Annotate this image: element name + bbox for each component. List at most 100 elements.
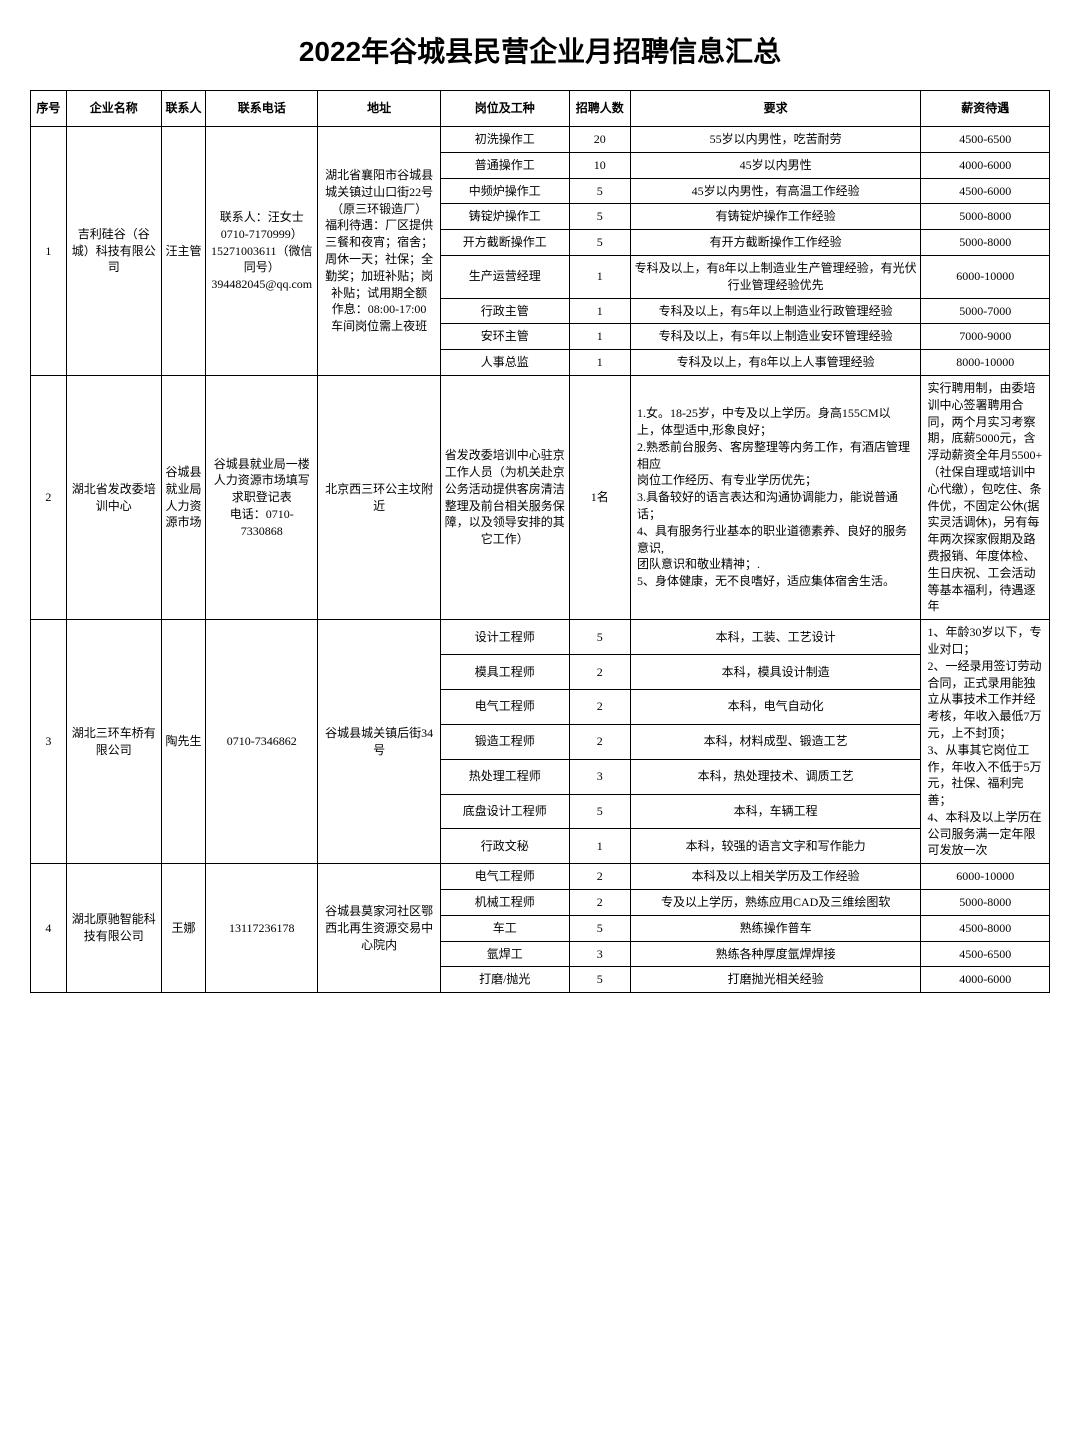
cell-count: 5 [569, 915, 630, 941]
table-row: 4湖北原驰智能科技有限公司王娜13117236178谷城县莫家河社区鄂西北再生资… [31, 864, 1050, 890]
cell-count: 5 [569, 794, 630, 829]
cell-salary: 6000-10000 [921, 864, 1050, 890]
cell-position: 生产运营经理 [441, 255, 569, 298]
header-row: 序号 企业名称 联系人 联系电话 地址 岗位及工种 招聘人数 要求 薪资待遇 [31, 91, 1050, 127]
cell-position: 普通操作工 [441, 152, 569, 178]
cell-seq: 3 [31, 620, 67, 864]
cell-req: 专及以上学历，熟练应用CAD及三维绘图软 [630, 890, 921, 916]
cell-count: 5 [569, 178, 630, 204]
cell-position: 省发改委培训中心驻京工作人员（为机关赴京公务活动提供客房清洁整理及前台相关服务保… [441, 375, 569, 619]
cell-req: 本科，电气自动化 [630, 689, 921, 724]
cell-seq: 4 [31, 864, 67, 993]
cell-req: 本科及以上相关学历及工作经验 [630, 864, 921, 890]
cell-position: 设计工程师 [441, 620, 569, 655]
cell-count: 5 [569, 620, 630, 655]
cell-contact: 谷城县就业局人力资源市场 [161, 375, 206, 619]
cell-salary: 5000-8000 [921, 230, 1050, 256]
cell-address: 谷城县城关镇后街34号 [318, 620, 441, 864]
table-row: 1吉利硅谷（谷城）科技有限公司汪主管联系人：汪女士0710-7170999）15… [31, 127, 1050, 153]
cell-position: 初洗操作工 [441, 127, 569, 153]
cell-salary: 6000-10000 [921, 255, 1050, 298]
cell-req: 熟练操作普车 [630, 915, 921, 941]
cell-position: 打磨/抛光 [441, 967, 569, 993]
cell-address: 北京西三环公主坟附近 [318, 375, 441, 619]
cell-req: 本科，较强的语言文字和写作能力 [630, 829, 921, 864]
page-title: 2022年谷城县民营企业月招聘信息汇总 [30, 30, 1050, 70]
cell-req: 熟练各种厚度氩焊焊接 [630, 941, 921, 967]
th-count: 招聘人数 [569, 91, 630, 127]
cell-count: 5 [569, 204, 630, 230]
cell-position: 电气工程师 [441, 864, 569, 890]
cell-count: 1 [569, 350, 630, 376]
cell-position: 模具工程师 [441, 655, 569, 690]
cell-phone: 谷城县就业局一楼人力资源市场填写求职登记表电话：0710-7330868 [206, 375, 318, 619]
cell-position: 安环主管 [441, 324, 569, 350]
cell-seq: 2 [31, 375, 67, 619]
cell-count: 2 [569, 724, 630, 759]
cell-req: 本科，热处理技术、调质工艺 [630, 759, 921, 794]
cell-count: 1名 [569, 375, 630, 619]
cell-position: 锻造工程师 [441, 724, 569, 759]
cell-position: 热处理工程师 [441, 759, 569, 794]
cell-req: 本科，工装、工艺设计 [630, 620, 921, 655]
cell-salary: 4500-6500 [921, 941, 1050, 967]
cell-position: 氩焊工 [441, 941, 569, 967]
cell-count: 2 [569, 890, 630, 916]
cell-position: 铸锭炉操作工 [441, 204, 569, 230]
cell-salary: 5000-8000 [921, 204, 1050, 230]
cell-position: 底盘设计工程师 [441, 794, 569, 829]
cell-salary: 4000-6000 [921, 152, 1050, 178]
th-req: 要求 [630, 91, 921, 127]
cell-position: 行政文秘 [441, 829, 569, 864]
cell-count: 3 [569, 759, 630, 794]
cell-salary: 1、年龄30岁以下，专业对口；2、一经录用签订劳动合同，正式录用能独立从事技术工… [921, 620, 1050, 864]
cell-company: 湖北原驰智能科技有限公司 [66, 864, 161, 993]
cell-count: 20 [569, 127, 630, 153]
cell-salary: 4500-6500 [921, 127, 1050, 153]
cell-position: 人事总监 [441, 350, 569, 376]
th-position: 岗位及工种 [441, 91, 569, 127]
cell-count: 1 [569, 324, 630, 350]
cell-count: 5 [569, 967, 630, 993]
cell-req: 45岁以内男性，有高温工作经验 [630, 178, 921, 204]
cell-req: 1.女。18-25岁，中专及以上学历。身高155CM以上，体型适中,形象良好；2… [630, 375, 921, 619]
cell-count: 2 [569, 864, 630, 890]
cell-req: 55岁以内男性，吃苦耐劳 [630, 127, 921, 153]
cell-position: 机械工程师 [441, 890, 569, 916]
cell-contact: 王娜 [161, 864, 206, 993]
cell-count: 1 [569, 829, 630, 864]
cell-count: 3 [569, 941, 630, 967]
cell-position: 电气工程师 [441, 689, 569, 724]
cell-contact: 陶先生 [161, 620, 206, 864]
cell-position: 开方截断操作工 [441, 230, 569, 256]
cell-phone: 联系人：汪女士0710-7170999）15271003611（微信同号）394… [206, 127, 318, 376]
cell-salary: 4000-6000 [921, 967, 1050, 993]
cell-req: 专科及以上，有5年以上制造业安环管理经验 [630, 324, 921, 350]
cell-salary: 7000-9000 [921, 324, 1050, 350]
cell-req: 本科，模具设计制造 [630, 655, 921, 690]
cell-company: 湖北三环车桥有限公司 [66, 620, 161, 864]
th-phone: 联系电话 [206, 91, 318, 127]
cell-salary: 5000-7000 [921, 298, 1050, 324]
th-company: 企业名称 [66, 91, 161, 127]
cell-req: 本科，车辆工程 [630, 794, 921, 829]
th-address: 地址 [318, 91, 441, 127]
table-row: 2湖北省发改委培训中心谷城县就业局人力资源市场谷城县就业局一楼人力资源市场填写求… [31, 375, 1050, 619]
cell-req: 有铸锭炉操作工作经验 [630, 204, 921, 230]
cell-req: 打磨抛光相关经验 [630, 967, 921, 993]
cell-count: 10 [569, 152, 630, 178]
cell-salary: 实行聘用制，由委培训中心签署聘用合同，两个月实习考察期，底薪5000元，含浮动薪… [921, 375, 1050, 619]
cell-req: 专科及以上，有5年以上制造业行政管理经验 [630, 298, 921, 324]
cell-salary: 4500-6000 [921, 178, 1050, 204]
cell-company: 吉利硅谷（谷城）科技有限公司 [66, 127, 161, 376]
cell-req: 有开方截断操作工作经验 [630, 230, 921, 256]
cell-address: 湖北省襄阳市谷城县城关镇过山口街22号（原三环锻造厂）福利待遇：厂区提供三餐和夜… [318, 127, 441, 376]
cell-salary: 8000-10000 [921, 350, 1050, 376]
cell-req: 45岁以内男性 [630, 152, 921, 178]
cell-address: 谷城县莫家河社区鄂西北再生资源交易中心院内 [318, 864, 441, 993]
cell-phone: 13117236178 [206, 864, 318, 993]
cell-count: 2 [569, 655, 630, 690]
cell-position: 行政主管 [441, 298, 569, 324]
cell-count: 2 [569, 689, 630, 724]
th-seq: 序号 [31, 91, 67, 127]
